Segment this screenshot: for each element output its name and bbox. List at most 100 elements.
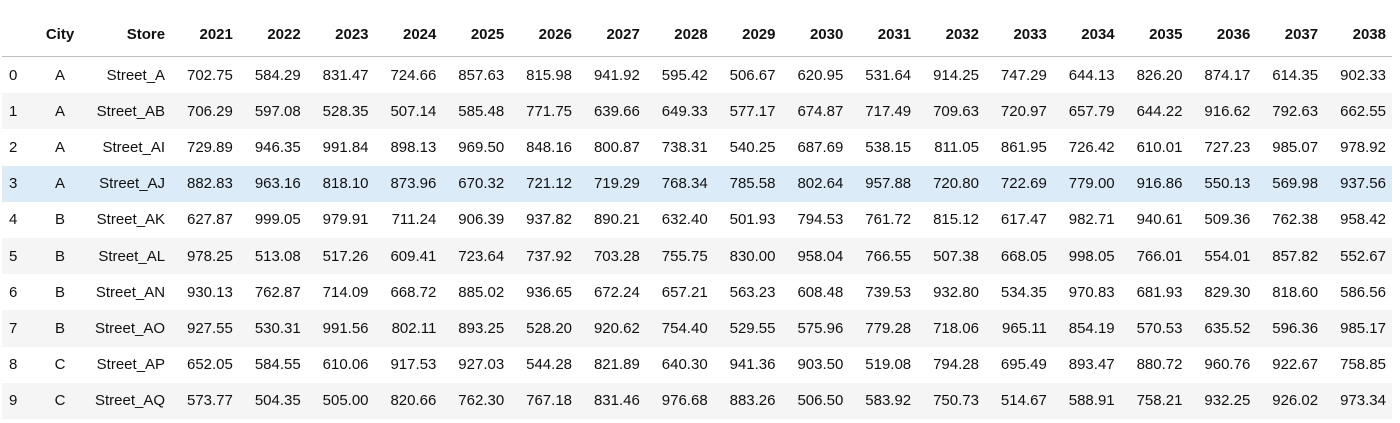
table-row[interactable]: 4 B Street_AK 627.87 999.05 979.91 711.24 906.3… <box>2 202 1392 238</box>
value-cell-2028: 595.42 <box>661 66 708 84</box>
city-cell: B <box>55 211 66 229</box>
table-row[interactable]: 2 A Street_AI 729.89 946.35 991.84 898.13 969.5… <box>2 129 1392 165</box>
row-index: 9 <box>9 392 18 410</box>
value-cell-2023: 517.26 <box>322 247 369 265</box>
value-cell-2031: 531.64 <box>865 66 912 84</box>
value-cell-2025: 762.30 <box>458 392 505 410</box>
value-cell-2027: 941.92 <box>593 66 640 84</box>
value-cell-2024: 917.53 <box>390 356 437 374</box>
row-index: 7 <box>9 319 18 337</box>
value-cell-2023: 818.10 <box>322 175 369 193</box>
column-header-2034: 2034 <box>1052 12 1121 57</box>
value-cell-2027: 800.87 <box>593 138 640 156</box>
value-cell-2030: 506.50 <box>797 392 844 410</box>
value-cell-2030: 802.64 <box>797 175 844 193</box>
value-cell-2028: 768.34 <box>661 175 708 193</box>
value-cell-2025: 893.25 <box>458 319 505 337</box>
table-row[interactable]: 3 A Street_AJ 882.83 963.16 818.10 873.96 670.3… <box>2 165 1392 202</box>
store-cell: Street_AL <box>98 247 166 265</box>
value-cell-2029: 941.36 <box>729 356 776 374</box>
value-cell-2028: 754.40 <box>661 319 708 337</box>
value-cell-2033: 534.35 <box>1000 283 1047 301</box>
table-row[interactable]: 9 C Street_AQ 573.77 504.35 505.00 820.66 762.3… <box>2 382 1392 419</box>
value-cell-2031: 583.92 <box>865 392 912 410</box>
value-cell-2025: 857.63 <box>458 66 505 84</box>
row-index: 0 <box>9 66 18 84</box>
table-row[interactable]: 8 C Street_AP 652.05 584.55 610.06 917.53 927.0… <box>2 347 1392 383</box>
value-cell-2036: 554.01 <box>1204 247 1251 265</box>
value-cell-2031: 957.88 <box>865 175 912 193</box>
value-cell-2024: 820.66 <box>390 392 437 410</box>
value-cell-2035: 758.21 <box>1136 392 1183 410</box>
value-cell-2023: 714.09 <box>322 283 369 301</box>
city-cell: A <box>55 175 66 193</box>
value-cell-2023: 991.56 <box>322 319 369 337</box>
row-index: 1 <box>9 102 18 120</box>
row-index: 3 <box>9 175 18 193</box>
value-cell-2028: 632.40 <box>661 211 708 229</box>
value-cell-2026: 937.82 <box>526 211 573 229</box>
table-row[interactable]: 7 B Street_AO 927.55 530.31 991.56 802.11 893.2… <box>2 310 1392 347</box>
value-cell-2026: 936.65 <box>526 283 573 301</box>
value-cell-2026: 544.28 <box>526 356 573 374</box>
value-cell-2022: 584.55 <box>254 356 301 374</box>
city-cell: A <box>55 102 66 120</box>
value-cell-2035: 940.61 <box>1136 211 1183 229</box>
value-cell-2030: 608.48 <box>797 283 844 301</box>
value-cell-2037: 596.36 <box>1272 319 1319 337</box>
value-cell-2032: 815.12 <box>933 211 979 229</box>
value-cell-2035: 766.01 <box>1136 247 1183 265</box>
value-cell-2034: 982.71 <box>1068 211 1115 229</box>
value-cell-2021: 702.75 <box>186 66 233 84</box>
value-cell-2022: 584.29 <box>254 66 301 84</box>
value-cell-2035: 880.72 <box>1136 356 1183 374</box>
value-cell-2031: 766.55 <box>865 247 912 265</box>
table-row[interactable]: 0 A Street_A 702.75 584.29 831.47 724.66 857.63… <box>2 57 1392 94</box>
city-cell: B <box>55 319 66 337</box>
table-row[interactable]: 6 B Street_AN 930.13 762.87 714.09 668.72 885.0… <box>2 274 1392 310</box>
value-cell-2029: 529.55 <box>729 319 776 337</box>
value-cell-2028: 640.30 <box>661 356 708 374</box>
value-cell-2025: 585.48 <box>458 102 505 120</box>
value-cell-2035: 826.20 <box>1136 66 1183 84</box>
value-cell-2024: 507.14 <box>390 102 437 120</box>
column-header-city: City <box>34 12 87 57</box>
table-row[interactable]: 5 B Street_AL 978.25 513.08 517.26 609.41 723.6… <box>2 237 1392 275</box>
value-cell-2025: 670.32 <box>458 175 505 193</box>
city-cell: B <box>55 247 66 265</box>
value-cell-2024: 724.66 <box>390 66 437 84</box>
value-cell-2035: 916.86 <box>1136 175 1183 193</box>
value-cell-2023: 528.35 <box>322 102 369 120</box>
value-cell-2034: 998.05 <box>1068 247 1115 265</box>
column-header-2035: 2035 <box>1120 12 1189 57</box>
column-header-2033: 2033 <box>984 12 1053 57</box>
value-cell-2036: 932.25 <box>1204 392 1251 410</box>
value-cell-2032: 794.28 <box>933 356 979 374</box>
city-cell: A <box>55 66 66 84</box>
value-cell-2025: 723.64 <box>458 247 505 265</box>
index-header <box>2 12 34 57</box>
value-cell-2033: 668.05 <box>1000 247 1047 265</box>
table-row[interactable]: 1 A Street_AB 706.29 597.08 528.35 507.14 585.4… <box>2 93 1392 130</box>
value-cell-2032: 750.73 <box>933 392 979 410</box>
value-cell-2029: 830.00 <box>729 247 776 265</box>
store-cell: Street_AB <box>96 102 166 120</box>
value-cell-2037: 985.07 <box>1272 138 1319 156</box>
row-index: 5 <box>9 247 18 265</box>
value-cell-2025: 927.03 <box>458 356 505 374</box>
value-cell-2033: 617.47 <box>1000 211 1047 229</box>
store-cell: Street_AO <box>95 319 166 337</box>
column-header-2036: 2036 <box>1188 12 1257 57</box>
value-cell-2032: 507.38 <box>933 247 979 265</box>
value-cell-2029: 540.25 <box>729 138 776 156</box>
city-cell: C <box>54 392 66 410</box>
value-cell-2038: 937.56 <box>1340 175 1386 193</box>
header-row: City Store 2021 2022 2023 2024 2025 2026 2027 202… <box>2 12 1392 57</box>
value-cell-2026: 737.92 <box>526 247 573 265</box>
value-cell-2031: 538.15 <box>865 138 912 156</box>
value-cell-2026: 771.75 <box>526 102 573 120</box>
column-header-2021: 2021 <box>171 12 239 57</box>
value-cell-2034: 588.91 <box>1068 392 1115 410</box>
value-cell-2032: 914.25 <box>933 66 979 84</box>
value-cell-2024: 668.72 <box>390 283 437 301</box>
